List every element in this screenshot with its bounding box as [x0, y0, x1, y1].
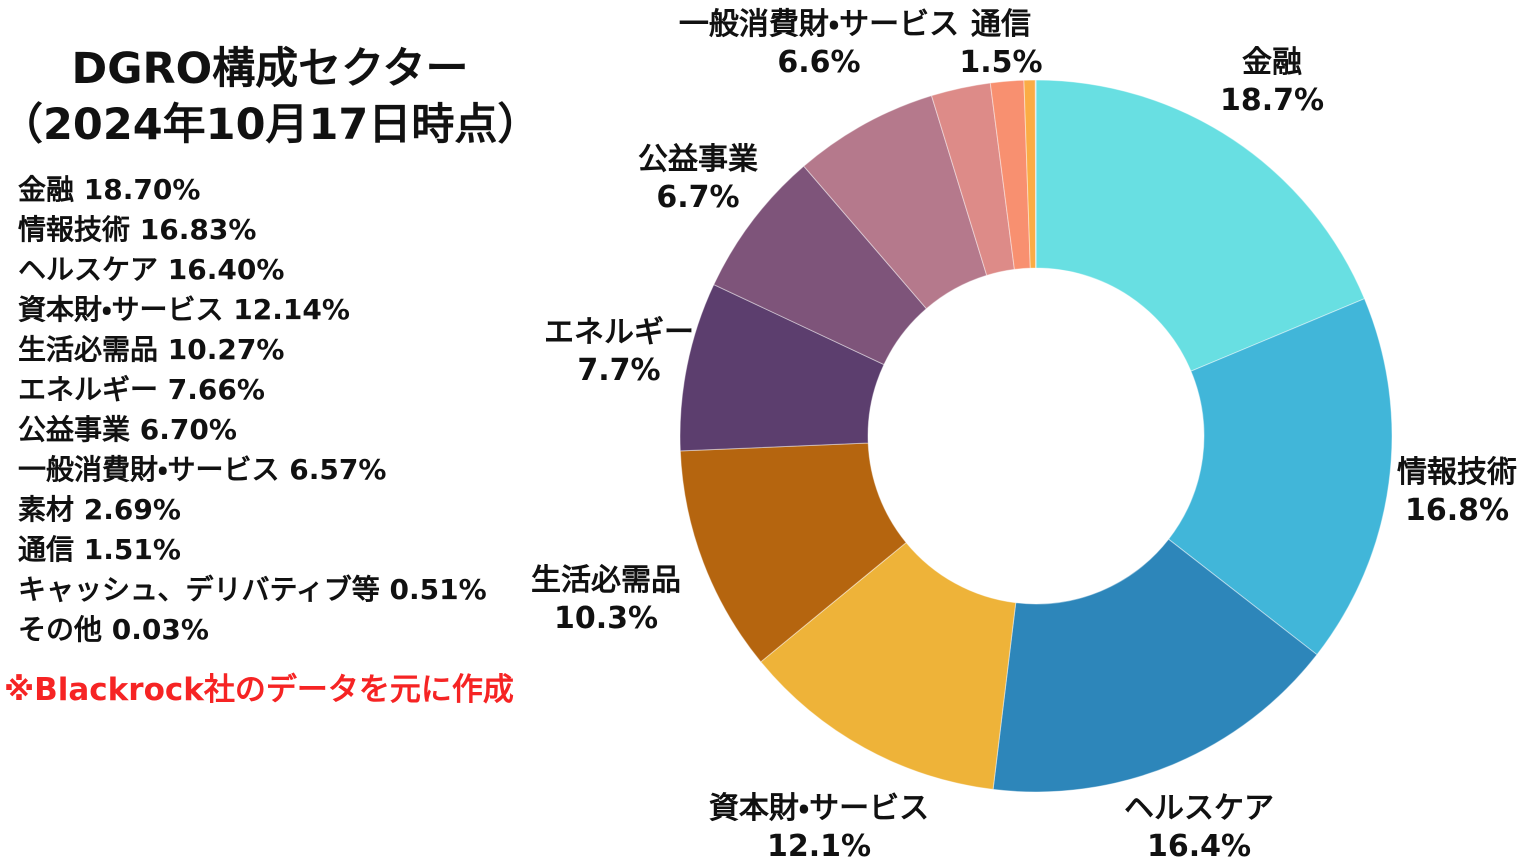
slice-label: 資本財・サービス 12.1% [709, 790, 929, 864]
slice-label: 通信 1.5% [959, 6, 1042, 82]
donut-slice-6 [713, 165, 928, 366]
slice-label-name: 通信 [970, 7, 1031, 42]
page-title-line2: （2024年10月17日時点） [0, 99, 541, 150]
slice-label-name: 金融 [1241, 45, 1302, 80]
sector-legend-list: 金融 18.70% 情報技術 16.83% ヘルスケア 16.40% 資本財・サービス… [18, 170, 540, 650]
slice-label: 生活必需品 10.3% [531, 562, 681, 638]
slice-label-name: 公益事業 [638, 142, 758, 177]
legend-item: 公益事業 6.70% [18, 412, 237, 446]
legend-item: エネルギー 7.66% [18, 372, 265, 406]
slice-label-value: 16.4% [1146, 829, 1252, 864]
slice-label-name: 情報技術 [1397, 455, 1517, 490]
slice-label-value: 6.7% [656, 180, 740, 215]
legend-item: ヘルスケア 16.40% [18, 252, 285, 286]
legend-item: 情報技術 16.83% [18, 212, 257, 246]
legend-item: 生活必需品 10.27% [18, 332, 285, 366]
donut-slice-0 [1035, 79, 1366, 372]
slice-label-value: 7.7% [577, 353, 661, 388]
donut-slice-5 [679, 283, 885, 452]
donut-slice-2 [992, 538, 1318, 793]
slice-label-value: 10.3% [553, 601, 659, 636]
slice-label: 一般消費財・サービス 6.6% [679, 6, 959, 82]
slice-label-value: 18.7% [1219, 83, 1325, 118]
legend-item: 金融 18.70% [18, 172, 201, 206]
legend-item: その他 0.03% [18, 612, 209, 646]
slice-label-name: 生活必需品 [531, 563, 681, 598]
slice-label: 公益事業 6.7% [638, 141, 758, 217]
slice-label-name: エネルギー [544, 315, 694, 350]
legend-item: 資本財・サービス 12.14% [18, 292, 350, 326]
page-title: DGRO構成セクター （2024年10月17日時点） [0, 42, 540, 154]
legend-item: 素材 2.69% [18, 492, 181, 526]
legend-item: 一般消費財・サービス 6.57% [18, 452, 387, 486]
slice-label-value: 16.8% [1404, 493, 1510, 528]
page-title-line1: DGRO構成セクター [71, 44, 469, 94]
slice-label-name: 資本財・サービス [708, 791, 930, 826]
slice-label-value: 1.5% [959, 45, 1043, 80]
source-note: ※Blackrock社のデータを元に作成 [4, 671, 514, 708]
slice-label: ヘルスケア 16.4% [1124, 790, 1274, 864]
slice-label-name: ヘルスケア [1124, 791, 1274, 826]
slice-label: エネルギー 7.7% [544, 314, 694, 390]
left-column: DGRO構成セクター （2024年10月17日時点） 金融 18.70% 情報技術… [0, 42, 540, 709]
donut-slice-1 [1167, 298, 1393, 656]
slice-label: 情報技術 16.8% [1397, 454, 1517, 530]
slice-label-value: 6.6% [777, 45, 861, 80]
donut-slice-7 [803, 95, 988, 310]
donut-slice-11 [1034, 79, 1037, 269]
donut-slice-4 [679, 442, 907, 663]
slice-label: 金融 18.7% [1220, 44, 1324, 120]
donut-slice-3 [760, 541, 1017, 790]
slice-label-name: 一般消費財・サービス [678, 7, 960, 42]
slice-label-value: 12.1% [766, 829, 872, 864]
legend-item: 通信 1.51% [18, 532, 181, 566]
legend-item: キャッシュ、デリバティブ等 0.51% [18, 572, 487, 606]
